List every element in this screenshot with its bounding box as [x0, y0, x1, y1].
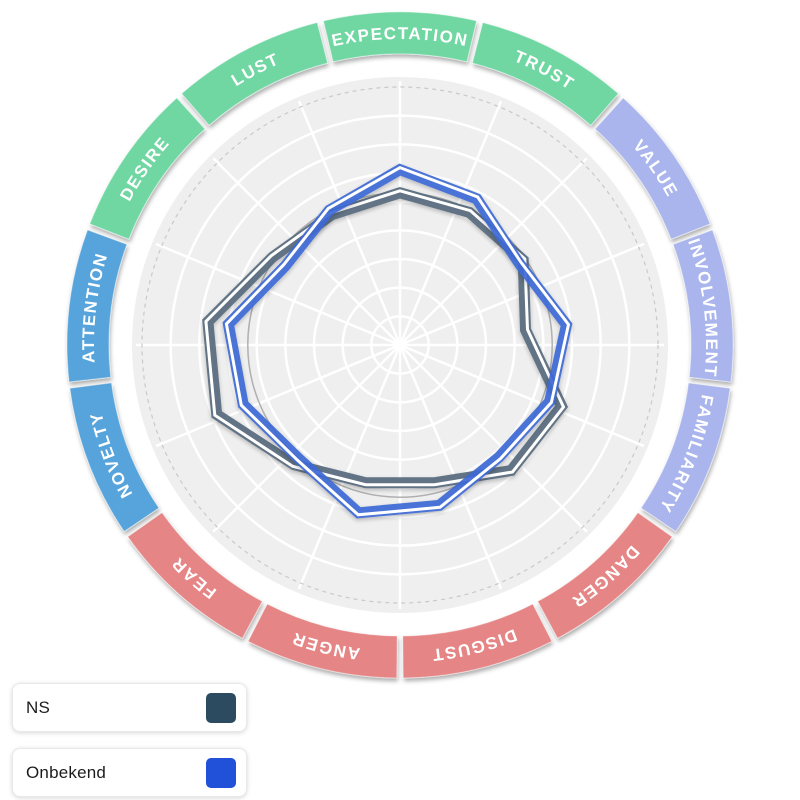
grid-spoke [399, 344, 588, 533]
ring-segment-familiarity[interactable] [640, 382, 731, 533]
radar-chart: EXPECTATION TRUST VALUE INVOLVEMENT FAMILIAR… [66, 11, 734, 679]
legend-item-ns[interactable]: NS [12, 683, 247, 732]
ring-segment-danger[interactable] [537, 511, 673, 640]
ring-segment-lust[interactable] [180, 21, 329, 127]
legend-item-label: NS [26, 697, 51, 717]
ring-segment-expectation[interactable] [322, 11, 478, 63]
ring-segment-attention[interactable] [66, 229, 128, 383]
legend-color-swatch [206, 692, 236, 723]
radar-chart-svg: EXPECTATIONTRUSTVALUEINVOLVEMENTFAMILIAR… [66, 11, 734, 679]
grid-spoke [212, 344, 401, 533]
grid-spoke [399, 343, 645, 448]
legend-color-swatch [206, 757, 236, 788]
ring-segment-anger[interactable] [247, 603, 398, 679]
grid-spoke [212, 157, 401, 346]
ring-segment-novelty[interactable] [69, 382, 160, 533]
grid-spoke [398, 100, 503, 346]
ring-segment-value[interactable] [594, 97, 711, 240]
legend-item-onbekend[interactable]: Onbekend [12, 748, 247, 797]
ring-segment-disgust[interactable] [402, 603, 553, 679]
ring-segment-trust[interactable] [471, 21, 620, 127]
ring-segment-involvement[interactable] [672, 229, 734, 383]
grid-spoke [399, 157, 588, 346]
grid-spoke [297, 100, 402, 346]
grid-spoke [398, 344, 503, 590]
series-polygon-onbekend [222, 163, 573, 519]
ring-segment-fear[interactable] [127, 511, 263, 640]
legend-item-label: Onbekend [26, 762, 107, 782]
grid-spoke [155, 242, 401, 347]
grid-spoke [297, 344, 402, 590]
series-highlight-onbekend [224, 165, 571, 517]
outer-dashed-ring [141, 86, 659, 604]
grid-spoke [155, 343, 401, 448]
ring-segment-desire[interactable] [89, 97, 206, 240]
